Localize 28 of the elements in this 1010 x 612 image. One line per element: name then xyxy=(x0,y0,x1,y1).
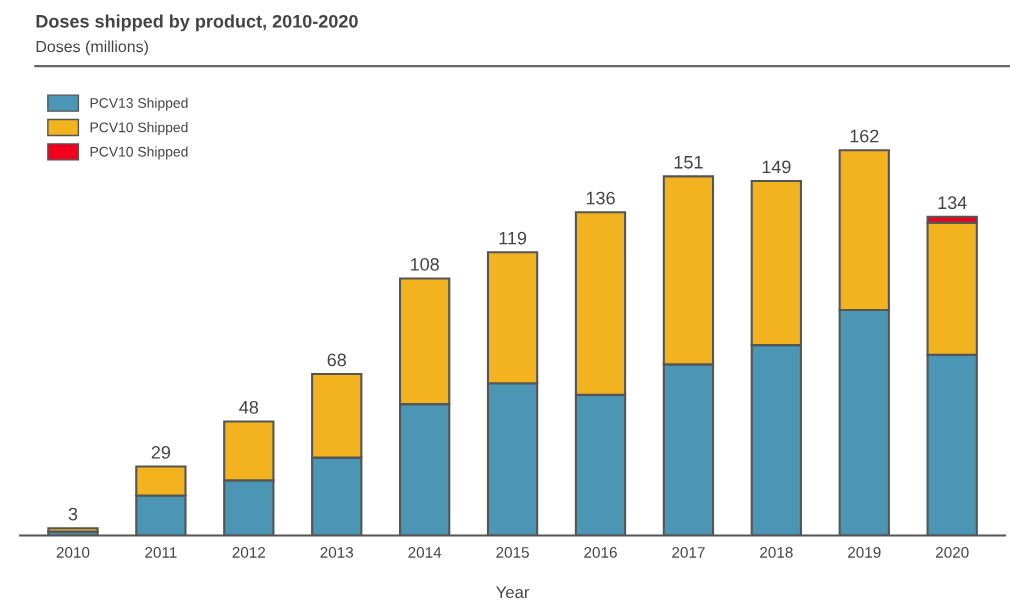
chart-title: Doses shipped by product, 2010-2020 xyxy=(36,14,358,32)
annotation: 136 xyxy=(586,191,615,205)
x-tick-label: 2013 xyxy=(320,547,354,558)
legend-label: PCV10 Shipped xyxy=(90,122,188,136)
x-tick-label: 2017 xyxy=(672,547,705,558)
x-tick-label: 2016 xyxy=(584,547,617,558)
annotation: 119 xyxy=(499,231,527,245)
legend-label: PCV13 Shipped xyxy=(90,97,188,111)
annotation: 134 xyxy=(938,196,967,210)
x-tick-label: 2018 xyxy=(760,547,793,558)
x-tick-label: 2011 xyxy=(145,547,177,558)
annotation: 162 xyxy=(850,129,879,143)
x-tick-label: 2019 xyxy=(848,547,881,558)
annotation: 29 xyxy=(151,446,171,459)
annotation: 68 xyxy=(327,353,346,367)
annotation: 48 xyxy=(239,400,259,414)
annotation: 149 xyxy=(762,160,791,174)
annotation: 151 xyxy=(674,156,703,169)
x-tick-label: 2015 xyxy=(496,547,529,558)
chart-subtitle: Doses (millions) xyxy=(36,40,148,56)
x-tick-label: 2020 xyxy=(935,547,969,558)
legend-label: PCV10 Shipped xyxy=(90,146,188,160)
x-axis-title: Year xyxy=(496,586,530,599)
annotation: 3 xyxy=(68,507,78,521)
x-tick-label: 2010 xyxy=(56,547,90,558)
x-tick-label: 2014 xyxy=(408,547,442,558)
annotation: 108 xyxy=(410,257,439,271)
x-tick-label: 2012 xyxy=(232,547,266,558)
